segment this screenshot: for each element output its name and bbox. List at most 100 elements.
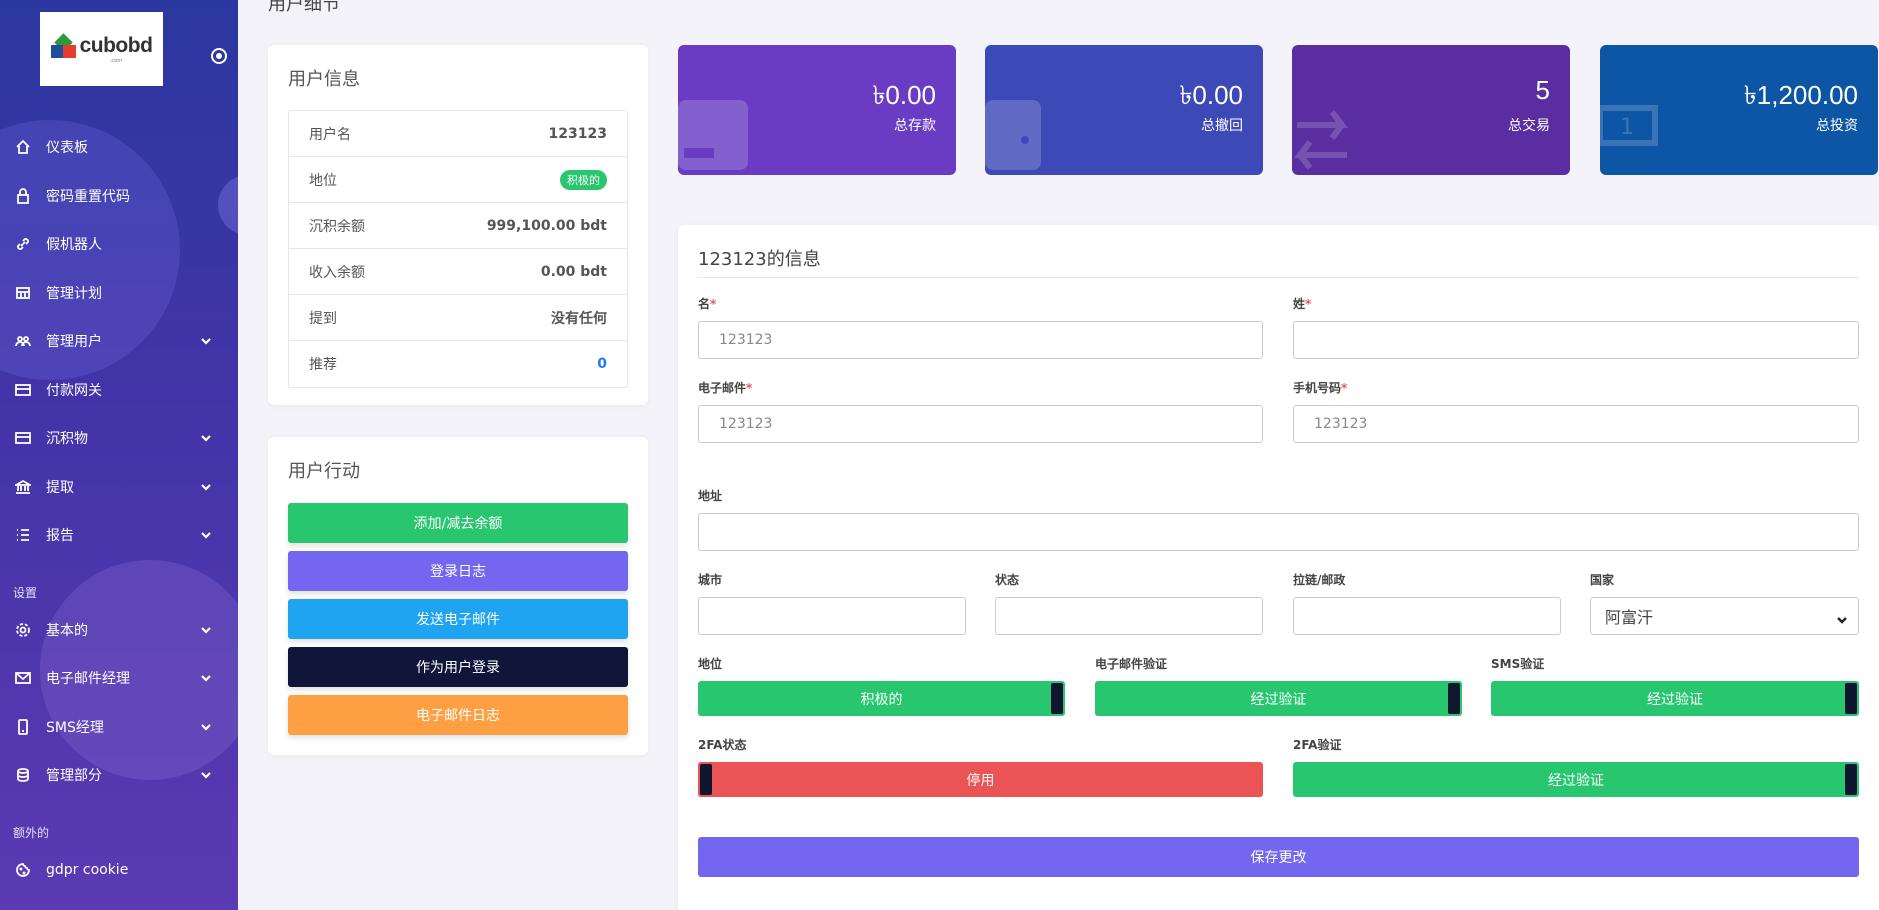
user-info-list: 用户名 123123 地位 积极的 沉积余额 999,100.00 bdt 收入… — [288, 110, 628, 388]
sidebar-item-label: 管理用户 — [46, 334, 102, 350]
sidebar-decoration — [40, 560, 238, 780]
city-field[interactable] — [698, 597, 966, 635]
sidebar-item-sms-manager[interactable]: SMS经理 — [0, 707, 238, 747]
database-icon — [14, 766, 32, 784]
sms-verification-label: SMS验证 — [1491, 657, 1545, 671]
sidebar-section-settings: 设置 — [13, 586, 38, 600]
sidebar-item-payment-gateways[interactable]: 付款网关 — [0, 370, 238, 410]
list-item: 用户名 123123 — [289, 111, 627, 157]
twofa-status-label: 2FA状态 — [698, 738, 747, 752]
sidebar-item-withdrawals[interactable]: 提取 — [0, 467, 238, 507]
stat-total-transactions[interactable]: 5 总交易 — [1292, 45, 1570, 175]
list-item: 推荐 0 — [289, 341, 627, 387]
toggle-label: 经过验证 — [1548, 772, 1604, 789]
chevron-down-icon — [200, 529, 212, 541]
stat-label: 总交易 — [1508, 118, 1550, 134]
list-icon — [14, 526, 32, 544]
sidebar-item-password-reset[interactable]: 密码重置代码 — [0, 176, 238, 216]
country-select-value: 阿富汗 — [1605, 608, 1654, 627]
status-toggle[interactable]: 积极的 — [698, 681, 1065, 716]
sidebar-item-manage-sections[interactable]: 管理部分 — [0, 755, 238, 795]
sidebar-item-label: 报告 — [46, 528, 74, 544]
login-logs-button[interactable]: 登录日志 — [288, 551, 628, 591]
referral-count-link[interactable]: 0 — [597, 356, 607, 372]
info-key: 提到 — [309, 310, 337, 327]
user-info-card: 用户信息 用户名 123123 地位 积极的 沉积余额 999,100.00 b… — [268, 45, 648, 405]
info-value: 没有任何 — [551, 310, 607, 327]
chevron-down-icon — [200, 769, 212, 781]
credit-card-icon — [14, 429, 32, 447]
brand-subtext: .com — [109, 58, 123, 64]
info-key: 收入余额 — [309, 264, 365, 281]
home-icon — [14, 138, 32, 156]
stat-label: 总投资 — [1816, 118, 1858, 134]
state-field[interactable] — [995, 597, 1263, 635]
sidebar-item-label: 管理计划 — [46, 286, 102, 302]
city-label: 城市 — [698, 573, 723, 587]
sidebar-item-manage-plans[interactable]: 管理计划 — [0, 273, 238, 313]
sidebar-item-gdpr-cookie[interactable]: gdpr cookie — [0, 850, 238, 890]
sidebar-item-reports[interactable]: 报告 — [0, 515, 238, 555]
card-title: 用户信息 — [288, 69, 360, 90]
stat-amount: ৳0.00 — [872, 80, 936, 110]
sidebar-item-label: 仪表板 — [46, 140, 88, 156]
cookie-icon — [14, 861, 32, 879]
info-value: 0.00 bdt — [540, 263, 607, 280]
twofa-status-toggle[interactable]: 停用 — [698, 762, 1263, 797]
info-value: 999,100.00 bdt — [486, 217, 607, 234]
toggle-label: 停用 — [966, 772, 995, 789]
twofa-verification-toggle[interactable]: 经过验证 — [1293, 762, 1859, 797]
stat-total-invest[interactable]: 1 ৳1,200.00 总投资 — [1600, 45, 1878, 175]
login-as-user-button[interactable]: 作为用户登录 — [288, 647, 628, 687]
credit-card-icon — [14, 381, 32, 399]
sidebar-item-dashboard[interactable]: 仪表板 — [0, 127, 238, 167]
email-verification-toggle[interactable]: 经过验证 — [1095, 681, 1462, 716]
user-actions-card: 用户行动 添加/减去余额 登录日志 发送电子邮件 作为用户登录 电子邮件日志 — [268, 437, 648, 755]
mail-icon — [14, 669, 32, 687]
sidebar-toggle-icon[interactable] — [211, 48, 227, 64]
stat-total-deposit[interactable]: ৳0.00 总存款 — [678, 45, 956, 175]
zip-field[interactable] — [1293, 597, 1561, 635]
sidebar-item-email-manager[interactable]: 电子邮件经理 — [0, 658, 238, 698]
first-name-label: 名* — [698, 297, 717, 311]
email-log-button[interactable]: 电子邮件日志 — [288, 695, 628, 735]
toggle-knob — [1448, 683, 1460, 714]
list-item: 沉积余额 999,100.00 bdt — [289, 203, 627, 249]
sidebar-item-label: 基本的 — [46, 623, 88, 639]
sms-verification-toggle[interactable]: 经过验证 — [1491, 681, 1859, 716]
mobile-field[interactable]: 123123 — [1293, 405, 1859, 443]
chevron-down-icon — [200, 432, 212, 444]
email-field[interactable]: 123123 — [698, 405, 1263, 443]
chevron-down-icon — [1836, 611, 1848, 624]
address-label: 地址 — [698, 489, 723, 503]
list-item: 提到 没有任何 — [289, 295, 627, 341]
table-icon — [14, 284, 32, 302]
email-label: 电子邮件* — [698, 381, 753, 395]
send-email-button[interactable]: 发送电子邮件 — [288, 599, 628, 639]
save-changes-button[interactable]: 保存更改 — [698, 837, 1859, 877]
sidebar-item-manage-users[interactable]: 管理用户 — [0, 321, 238, 361]
sidebar-item-label: 假机器人 — [46, 237, 102, 253]
sidebar-item-general[interactable]: 基本的 — [0, 610, 238, 650]
wallet-icon — [985, 100, 1065, 175]
stat-total-withdraw[interactable]: ৳0.00 总撤回 — [985, 45, 1263, 175]
add-subtract-balance-button[interactable]: 添加/减去余额 — [288, 503, 628, 543]
sidebar-item-deposits[interactable]: 沉积物 — [0, 418, 238, 458]
sidebar-item-fake-bot[interactable]: 假机器人 — [0, 224, 238, 264]
toggle-knob — [1845, 683, 1857, 714]
status-label: 地位 — [698, 657, 723, 671]
address-field[interactable] — [698, 513, 1859, 551]
mobile-label: 手机号码* — [1293, 381, 1348, 395]
toggle-label: 经过验证 — [1647, 691, 1703, 708]
chevron-down-icon — [200, 481, 212, 493]
chevron-down-icon — [200, 335, 212, 347]
country-select[interactable]: 阿富汗 — [1590, 597, 1859, 635]
gear-icon — [14, 621, 32, 639]
sidebar-decoration — [218, 175, 238, 235]
first-name-field[interactable]: 123123 — [698, 321, 1263, 359]
cube-logo-icon — [50, 33, 77, 62]
last-name-field[interactable] — [1293, 321, 1859, 359]
brand-logo[interactable]: cubobd .com — [40, 12, 163, 86]
toggle-knob — [700, 764, 712, 795]
sidebar: cubobd .com 仪表板 密码重置代码 假机器人 管理计划 管理用户 付款… — [0, 0, 238, 910]
